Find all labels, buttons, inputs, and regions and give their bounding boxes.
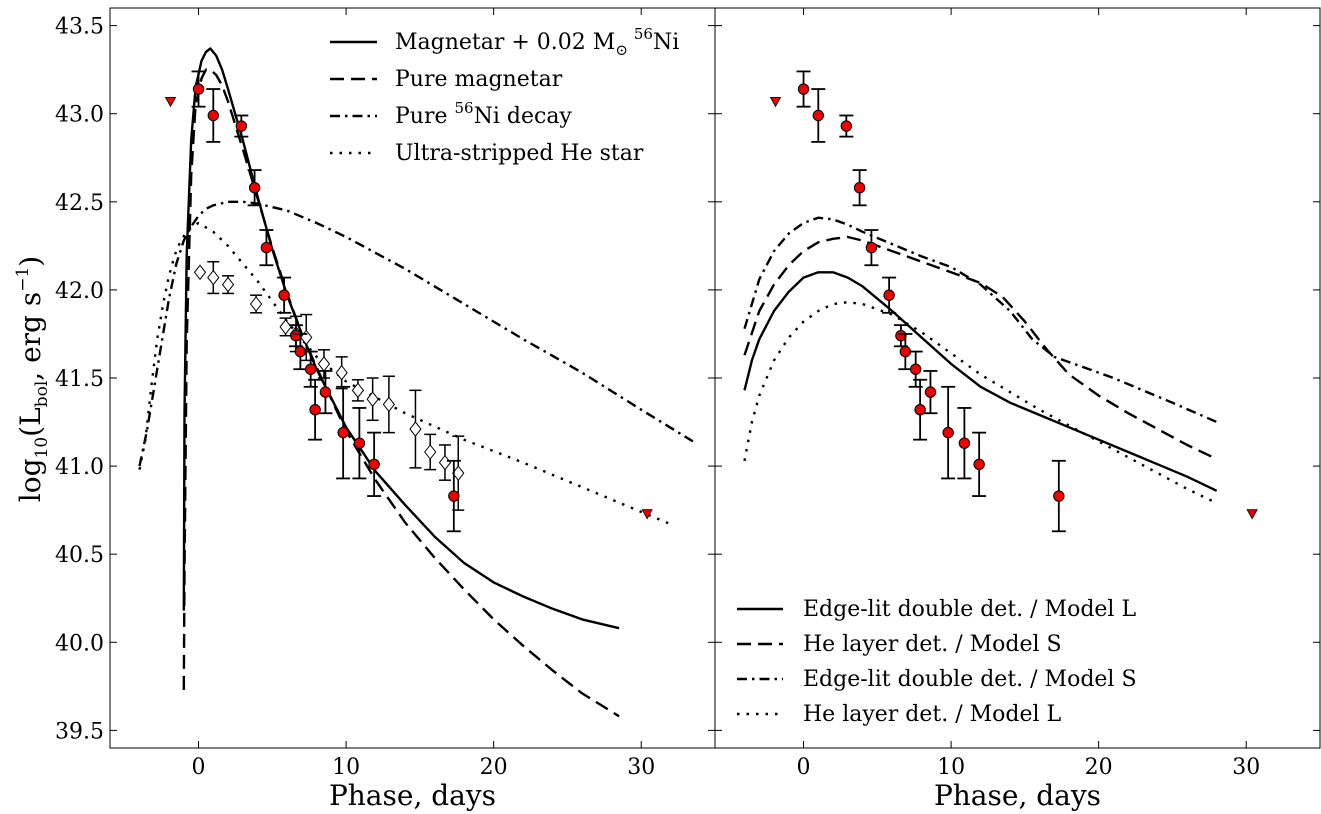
y-tick-label: 40.5: [55, 543, 104, 568]
y-tick-label: 40.0: [55, 631, 104, 656]
x-tick-label: 0: [797, 755, 811, 780]
open-diamond-point: [279, 319, 292, 335]
x-tick-label: 0: [192, 755, 206, 780]
x-axis-label: Phase, days: [329, 779, 496, 812]
open-diamond-point: [438, 454, 452, 471]
x-tick-label: 20: [480, 755, 508, 780]
left-panel: 0 10 20 30 39.5 40.0 40.5 41.0 41.5 42.0 42.5 43.0 4…: [55, 7, 716, 812]
detection-point: [337, 426, 349, 439]
y-tick-label: 41.5: [55, 367, 104, 392]
detection-point: [235, 120, 248, 132]
detection-point: [865, 241, 878, 254]
detection-point: [883, 289, 895, 301]
detection-point: [958, 437, 971, 449]
open-diamond-point: [249, 296, 263, 312]
detection-point: [942, 426, 954, 439]
detection-point: [192, 83, 205, 95]
open-diamond-point: [351, 382, 365, 399]
legend-subscript: ⊙: [615, 41, 628, 59]
model-curve-dotted: [138, 221, 672, 526]
detection-point: [973, 458, 985, 471]
legend-label-text: Ultra-stripped He star: [395, 141, 644, 166]
open-diamond-point: [409, 421, 422, 437]
detection-point: [840, 120, 853, 132]
open-diamond-point: [207, 269, 220, 286]
detection-point: [1053, 490, 1065, 502]
upper-limit-marker: [1246, 509, 1258, 520]
legend-label-suffix: Ni: [653, 30, 679, 55]
open-diamond-point: [335, 364, 348, 381]
y-tick-label: 43.0: [55, 103, 104, 128]
legend-label: Pure 56Ni decay: [395, 99, 572, 129]
legend-label-text: Magnetar + 0.02 M: [395, 30, 615, 55]
upper-limit-marker: [769, 96, 782, 108]
x-tick-label: 10: [332, 755, 360, 780]
detection-point: [278, 289, 290, 301]
upper-limit-marker: [641, 509, 653, 520]
legend-label-text: He layer det. / Model L: [803, 702, 1062, 727]
y-axis-label: log10(Lbol, erg s−1): [13, 256, 52, 502]
open-diamond-point: [424, 444, 437, 460]
y-tick-label: 42.5: [55, 191, 104, 216]
legend-label-text: Edge-lit double det. / Model S: [803, 667, 1137, 692]
legend-label-suffix: Ni decay: [474, 104, 573, 129]
x-tick-label: 30: [1232, 755, 1260, 780]
model-curve-dashed: [182, 68, 620, 718]
detection-point: [924, 386, 937, 398]
open-diamond-point: [193, 264, 207, 281]
legend-label-text: Pure magnetar: [395, 67, 563, 92]
open-diamond-point: [382, 396, 396, 413]
y-tick-label: 43.5: [55, 15, 104, 40]
y-tick-label: 42.0: [55, 279, 104, 304]
detection-point: [309, 404, 321, 416]
detection-point: [207, 109, 219, 122]
detection-point: [909, 363, 922, 375]
model-curve-solid: [743, 271, 1218, 492]
upper-limit-marker: [164, 96, 177, 108]
y-tick-label: 39.5: [55, 719, 104, 744]
right-panel: 0 10 20 30 Phase, days Edge-lit double det. /…: [714, 7, 1321, 812]
detection-point: [248, 182, 261, 194]
x-tick-label: 20: [1085, 755, 1113, 780]
legend-label-text: He layer det. / Model S: [803, 632, 1062, 657]
detection-point: [797, 83, 810, 95]
y-tick-label: 41.0: [55, 455, 104, 480]
detection-point: [853, 182, 866, 194]
detection-point: [448, 490, 460, 502]
legend-label: Edge-lit double det. / Model S: [803, 667, 1137, 692]
open-diamond-point: [221, 276, 235, 293]
detection-point: [260, 241, 273, 254]
legend-label: Edge-lit double det. / Model L: [803, 597, 1136, 622]
legend-label-text: Edge-lit double det. / Model L: [803, 597, 1136, 622]
open-diamond-point: [300, 329, 313, 346]
open-diamond-point: [317, 356, 331, 372]
open-diamond-point: [366, 391, 379, 407]
legend-label: He layer det. / Model L: [803, 702, 1062, 727]
detection-point: [304, 363, 317, 375]
legend-label-text: Pure: [395, 104, 455, 129]
detection-point: [353, 437, 366, 449]
detection-point: [812, 109, 824, 122]
model-curve-dashed: [743, 235, 1218, 461]
detection-point: [319, 386, 332, 398]
detection-point: [914, 404, 926, 416]
model-curve-dashdot: [743, 216, 1218, 424]
detection-point: [368, 458, 380, 471]
legend-superscript: 56: [455, 99, 474, 117]
legend-superscript: 56: [634, 25, 653, 43]
legend-label: He layer det. / Model S: [803, 632, 1062, 657]
model-curve-dotted: [743, 301, 1218, 505]
x-tick-label: 30: [627, 755, 655, 780]
legend-label: Ultra-stripped He star: [395, 141, 644, 166]
x-axis-label: Phase, days: [934, 779, 1101, 812]
model-curve-solid: [182, 47, 620, 630]
x-tick-label: 10: [937, 755, 965, 780]
legend-label: Pure magnetar: [395, 67, 563, 92]
legend-label: Magnetar + 0.02 M⊙ 56Ni: [395, 25, 679, 59]
